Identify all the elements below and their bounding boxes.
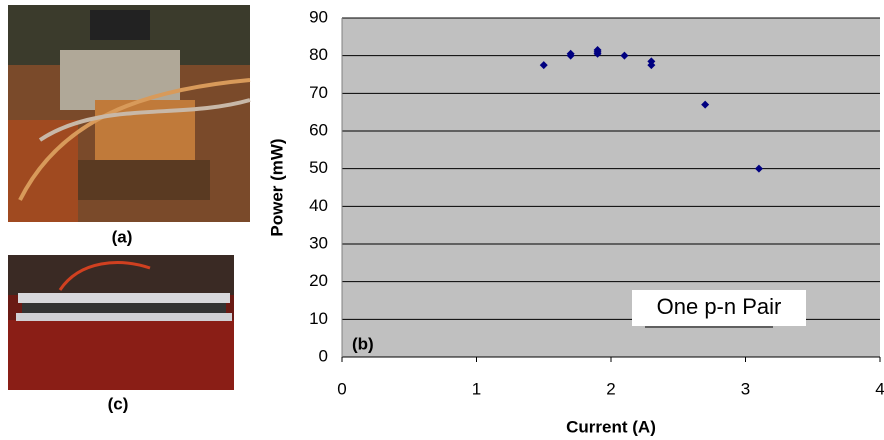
- panel-label: (b): [352, 334, 374, 353]
- chart: 0 10 20 30 40 50 60 70 80 90 0 1 2 3 4 Current (A) Power…: [267, 7, 884, 436]
- annotation: One p-n Pair: [657, 294, 782, 319]
- x-tick-label: 2: [606, 379, 615, 398]
- y-axis-label: Power (mW): [267, 138, 286, 236]
- x-tick-label: 1: [472, 379, 481, 398]
- y-tick-label: 30: [309, 233, 328, 252]
- y-tick-label: 40: [309, 196, 328, 215]
- x-axis-label: Current (A): [566, 417, 656, 436]
- y-tick-label: 10: [309, 309, 328, 328]
- panel-label: (c): [108, 394, 129, 413]
- y-tick-label: 60: [309, 120, 328, 139]
- x-tick-label: 3: [741, 379, 750, 398]
- y-tick-label: 20: [309, 271, 328, 290]
- y-tick-label: 90: [309, 7, 328, 26]
- panel-label: (a): [112, 227, 133, 246]
- figure: (a) (c) 0 10 20 30 40 50 60 70 80 90 0 1 2 3 4 Current …: [0, 0, 884, 440]
- y-tick-label: 50: [309, 158, 328, 177]
- photo-c: [8, 255, 234, 390]
- photo-a: [8, 5, 250, 222]
- y-tick-label: 0: [319, 346, 328, 365]
- y-tick-label: 80: [309, 45, 328, 64]
- x-tick-label: 4: [875, 379, 884, 398]
- y-tick-label: 70: [309, 83, 328, 102]
- x-tick-label: 0: [337, 379, 346, 398]
